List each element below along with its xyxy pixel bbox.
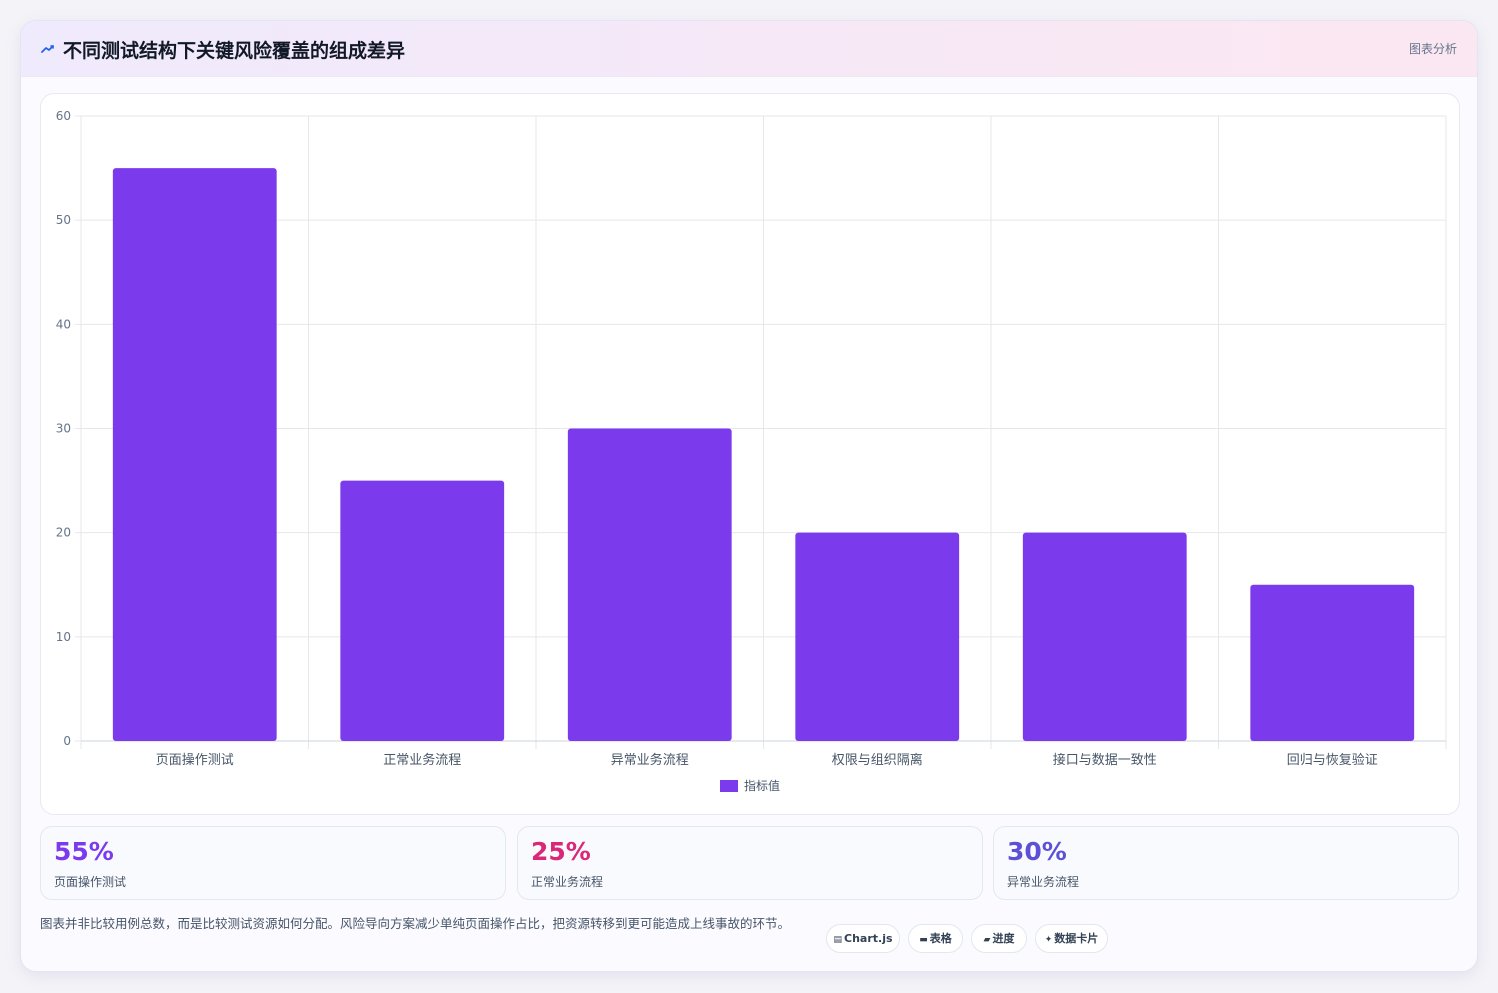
chip-label: 进度	[992, 932, 1015, 945]
chip-label: 数据卡片	[1054, 932, 1099, 945]
sparkle-icon: ✦	[1044, 935, 1053, 945]
bar	[795, 532, 960, 741]
chip-data-card[interactable]: ✦ 数据卡片	[1035, 924, 1108, 953]
chart-title: 不同测试结构下关键风险覆盖的组成差异	[63, 40, 406, 62]
stat-label: 异常业务流程	[1007, 875, 1080, 889]
chip-progress[interactable]: ▰ 进度	[971, 924, 1027, 953]
bar	[1250, 584, 1415, 741]
y-tick-label: 40	[56, 317, 71, 331]
chip-label: Chart.js	[844, 932, 893, 945]
legend-label: 指标值	[744, 778, 780, 793]
x-tick-label: 接口与数据一致性	[1053, 752, 1157, 768]
x-tick-label: 正常业务流程	[383, 752, 461, 768]
stat-card: 30% 异常业务流程	[993, 826, 1459, 900]
bar	[1022, 532, 1187, 741]
x-tick-label: 回归与恢复验证	[1287, 752, 1378, 768]
stat-card: 55% 页面操作测试	[40, 826, 506, 900]
chart-icon: ▤	[833, 935, 842, 945]
header-tag: 图表分析	[1408, 42, 1457, 56]
chart-card: 不同测试结构下关键风险覆盖的组成差异 图表分析 0 10 20 30 40 50 60 页面操…	[20, 20, 1478, 972]
stat-label: 页面操作测试	[54, 875, 127, 889]
progress-icon: ▰	[983, 935, 991, 945]
x-tick-label: 权限与组织隔离	[832, 752, 923, 768]
chip-chartjs[interactable]: ▤ Chart.js	[826, 924, 900, 953]
stat-card: 25% 正常业务流程	[517, 826, 983, 900]
y-tick-label: 10	[56, 630, 71, 644]
y-tick-label: 0	[63, 734, 71, 748]
y-tick-label: 50	[56, 213, 71, 227]
x-tick-label: 异常业务流程	[611, 752, 689, 768]
chart-panel: 0 10 20 30 40 50 60 页面操作测试 正常业务流程 异常业务流程 权限与组织隔离 接口…	[40, 93, 1460, 815]
bar	[340, 480, 505, 741]
stat-value: 30%	[1007, 837, 1067, 866]
chart-note: 图表并非比较用例总数，而是比较测试资源如何分配。风险导向方案减少单纯页面操作占比…	[40, 916, 791, 931]
stat-label: 正常业务流程	[531, 875, 604, 889]
table-icon: ▬	[919, 935, 928, 945]
chip-table[interactable]: ▬ 表格	[908, 924, 963, 953]
stat-value: 55%	[54, 837, 114, 866]
y-tick-label: 60	[56, 109, 71, 123]
bar	[567, 428, 732, 741]
trend-line-icon	[41, 45, 54, 53]
stat-value: 25%	[531, 837, 591, 866]
card-header: 不同测试结构下关键风险覆盖的组成差异 图表分析	[21, 21, 1477, 77]
y-tick-label: 30	[56, 422, 71, 436]
legend-swatch	[720, 780, 738, 792]
bar-chart: 0 10 20 30 40 50 60 页面操作测试 正常业务流程 异常业务流程 权限与组织隔离 接口…	[56, 109, 1447, 793]
y-tick-label: 20	[56, 526, 71, 540]
x-tick-label: 页面操作测试	[156, 752, 234, 768]
bar	[112, 168, 277, 741]
chip-label: 表格	[929, 932, 952, 945]
